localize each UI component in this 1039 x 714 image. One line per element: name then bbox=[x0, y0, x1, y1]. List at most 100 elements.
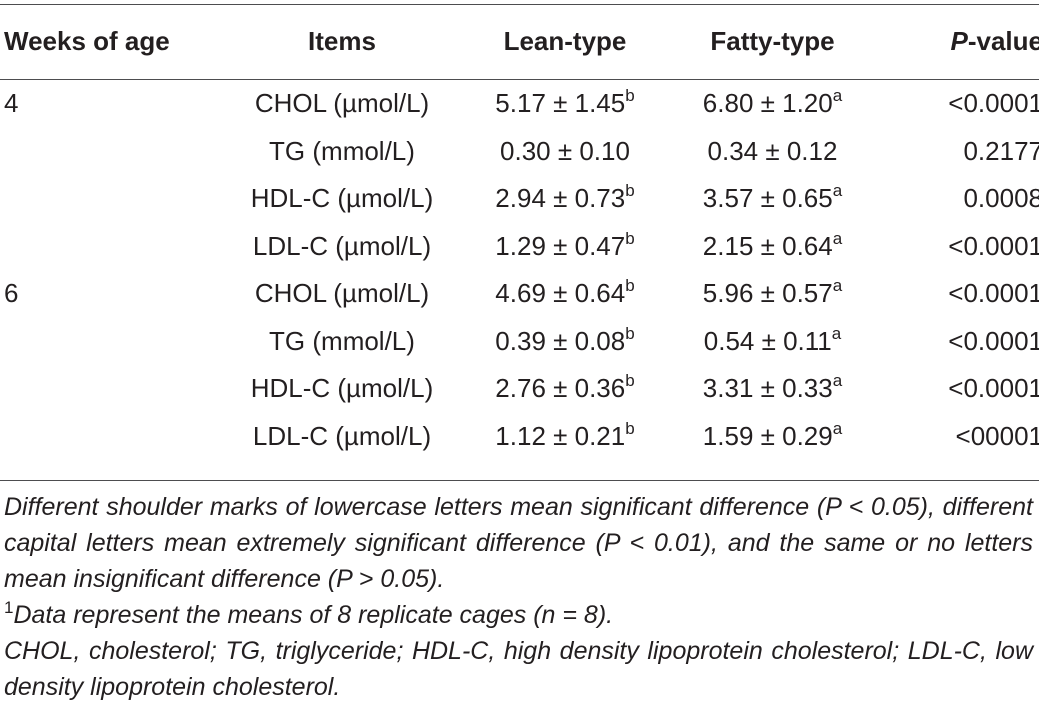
cell-fatty-value: 0.34 ± 0.12 bbox=[707, 135, 838, 166]
cell-lean-superscript: b bbox=[625, 86, 635, 106]
cell-week bbox=[0, 128, 224, 176]
cell-week-value: 4 bbox=[4, 88, 19, 119]
cell-pvalue-value: <0.0001 bbox=[948, 325, 1039, 356]
cell-item-value: LDL-C (µmol/L) bbox=[252, 230, 432, 261]
cell-item-value: HDL-C (µmol/L) bbox=[250, 373, 434, 404]
table-header: Weeks of age Items Lean-type Fatty-type … bbox=[0, 17, 1039, 80]
cell-week bbox=[0, 318, 224, 366]
cell-lean: 1.29 ± 0.47b bbox=[460, 223, 670, 271]
cell-fatty-value: 6.80 ± 1.20 bbox=[702, 88, 833, 119]
cell-pvalue: <0.0001 bbox=[875, 365, 1039, 413]
cell-pvalue: 0.2177 bbox=[875, 128, 1039, 176]
cell-week: 4 bbox=[0, 80, 224, 128]
table-row: TG (mmol/L) 0.39 ± 0.08b 0.54 ± 0.11a <0.00… bbox=[0, 318, 1039, 366]
cell-fatty-superscript: a bbox=[831, 323, 842, 343]
cell-fatty: 3.57 ± 0.65a bbox=[670, 175, 875, 223]
cell-item: LDL-C (µmol/L) bbox=[224, 223, 460, 271]
table-notes: Different shoulder marks of lowercase le… bbox=[4, 489, 1033, 705]
cell-fatty-value: 1.59 ± 0.29 bbox=[702, 420, 833, 451]
top-rule bbox=[0, 4, 1039, 5]
cell-item-value: CHOL (µmol/L) bbox=[254, 88, 430, 119]
cell-lean-value: 1.29 ± 0.47 bbox=[495, 230, 626, 261]
cell-item-value: HDL-C (µmol/L) bbox=[250, 183, 434, 214]
cell-pvalue-value: 0.0008 bbox=[963, 183, 1039, 214]
cell-pvalue-value: <0.0001 bbox=[948, 278, 1039, 309]
cell-fatty-superscript: a bbox=[832, 181, 843, 201]
cell-pvalue: <0.0001 bbox=[875, 318, 1039, 366]
cell-lean-superscript: b bbox=[625, 181, 635, 201]
cell-pvalue: <0.0001 bbox=[875, 223, 1039, 271]
table-row: 6 CHOL (µmol/L) 4.69 ± 0.64b 5.96 ± 0.57a <0… bbox=[0, 270, 1039, 318]
cell-week: 6 bbox=[0, 270, 224, 318]
significance-note: Different shoulder marks of lowercase le… bbox=[4, 493, 1033, 593]
cell-pvalue-value: <0.0001 bbox=[948, 230, 1039, 261]
cell-item-value: TG (mmol/L) bbox=[269, 135, 415, 166]
header-pvalue-italic: P bbox=[950, 26, 968, 56]
cell-lean: 4.69 ± 0.64b bbox=[460, 270, 670, 318]
cell-fatty-value: 5.96 ± 0.57 bbox=[702, 278, 833, 309]
table-row: 4 CHOL (µmol/L) 5.17 ± 1.45b 6.80 ± 1.20a <0… bbox=[0, 80, 1039, 128]
cell-lean: 0.39 ± 0.08b bbox=[460, 318, 670, 366]
footnote-marker: 1 bbox=[4, 598, 14, 617]
cell-fatty-superscript: a bbox=[832, 86, 843, 106]
cell-fatty: 1.59 ± 0.29a bbox=[670, 413, 875, 461]
cell-lean-superscript: b bbox=[625, 418, 635, 438]
cell-item: TG (mmol/L) bbox=[224, 128, 460, 176]
header-pvalue-rest: -value bbox=[967, 26, 1039, 56]
cell-fatty: 0.34 ± 0.12 bbox=[670, 128, 875, 176]
lipid-table: Weeks of age Items Lean-type Fatty-type … bbox=[0, 17, 1039, 460]
header-lean: Lean-type bbox=[503, 26, 627, 56]
cell-lean-superscript: b bbox=[625, 228, 635, 248]
cell-week bbox=[0, 223, 224, 271]
table-row: HDL-C (µmol/L) 2.94 ± 0.73b 3.57 ± 0.65a 0.… bbox=[0, 175, 1039, 223]
cell-lean-value: 2.94 ± 0.73 bbox=[495, 183, 626, 214]
footnote-text: Data represent the means of 8 replicate … bbox=[13, 601, 614, 629]
abbreviations-note: CHOL, cholesterol; TG, triglyceride; HDL… bbox=[4, 637, 1033, 701]
cell-fatty-value: 0.54 ± 0.11 bbox=[703, 325, 832, 356]
cell-item: HDL-C (µmol/L) bbox=[224, 175, 460, 223]
header-items: Items bbox=[308, 26, 376, 56]
table-row: HDL-C (µmol/L) 2.76 ± 0.36b 3.31 ± 0.33a <0… bbox=[0, 365, 1039, 413]
cell-week-value: 6 bbox=[4, 278, 19, 309]
cell-item-value: CHOL (µmol/L) bbox=[254, 278, 430, 309]
table-row: LDL-C (µmol/L) 1.29 ± 0.47b 2.15 ± 0.64a <0… bbox=[0, 223, 1039, 271]
cell-lean: 2.94 ± 0.73b bbox=[460, 175, 670, 223]
header-pvalue: P-value bbox=[875, 17, 1039, 66]
cell-lean: 0.30 ± 0.10 bbox=[460, 128, 670, 176]
cell-week bbox=[0, 365, 224, 413]
cell-week bbox=[0, 413, 224, 461]
cell-item-value: TG (mmol/L) bbox=[269, 325, 415, 356]
header-spacer bbox=[0, 66, 1039, 80]
cell-lean-value: 1.12 ± 0.21 bbox=[495, 420, 626, 451]
header-row: Weeks of age Items Lean-type Fatty-type … bbox=[0, 17, 1039, 66]
cell-lean: 1.12 ± 0.21b bbox=[460, 413, 670, 461]
header-weeks: Weeks of age bbox=[4, 26, 170, 56]
cell-fatty: 6.80 ± 1.20a bbox=[670, 80, 875, 128]
cell-item: LDL-C (µmol/L) bbox=[224, 413, 460, 461]
cell-pvalue: <00001 bbox=[875, 413, 1039, 461]
bottom-rule bbox=[0, 480, 1039, 481]
cell-fatty-superscript: a bbox=[832, 228, 843, 248]
cell-lean-value: 0.30 ± 0.10 bbox=[500, 135, 630, 166]
cell-lean-value: 2.76 ± 0.36 bbox=[495, 373, 626, 404]
cell-lean-value: 5.17 ± 1.45 bbox=[495, 88, 626, 119]
cell-week bbox=[0, 175, 224, 223]
cell-fatty-superscript: a bbox=[832, 276, 843, 296]
cell-item: TG (mmol/L) bbox=[224, 318, 460, 366]
cell-lean-superscript: b bbox=[625, 371, 635, 391]
cell-item-value: LDL-C (µmol/L) bbox=[252, 420, 432, 451]
cell-pvalue-value: <00001 bbox=[955, 420, 1039, 451]
cell-fatty: 2.15 ± 0.64a bbox=[670, 223, 875, 271]
table-body: 4 CHOL (µmol/L) 5.17 ± 1.45b 6.80 ± 1.20a <0… bbox=[0, 80, 1039, 460]
cell-item: CHOL (µmol/L) bbox=[224, 80, 460, 128]
cell-lean-superscript: b bbox=[625, 323, 635, 343]
cell-pvalue-value: <0.0001 bbox=[948, 373, 1039, 404]
cell-fatty: 3.31 ± 0.33a bbox=[670, 365, 875, 413]
cell-lean-superscript: b bbox=[625, 276, 635, 296]
cell-lean-value: 4.69 ± 0.64 bbox=[495, 278, 626, 309]
header-rule bbox=[0, 79, 1039, 80]
cell-fatty: 0.54 ± 0.11a bbox=[670, 318, 875, 366]
replicate-footnote: 1Data represent the means of 8 replicate… bbox=[4, 597, 1033, 633]
cell-pvalue-value: <0.0001 bbox=[948, 88, 1039, 119]
